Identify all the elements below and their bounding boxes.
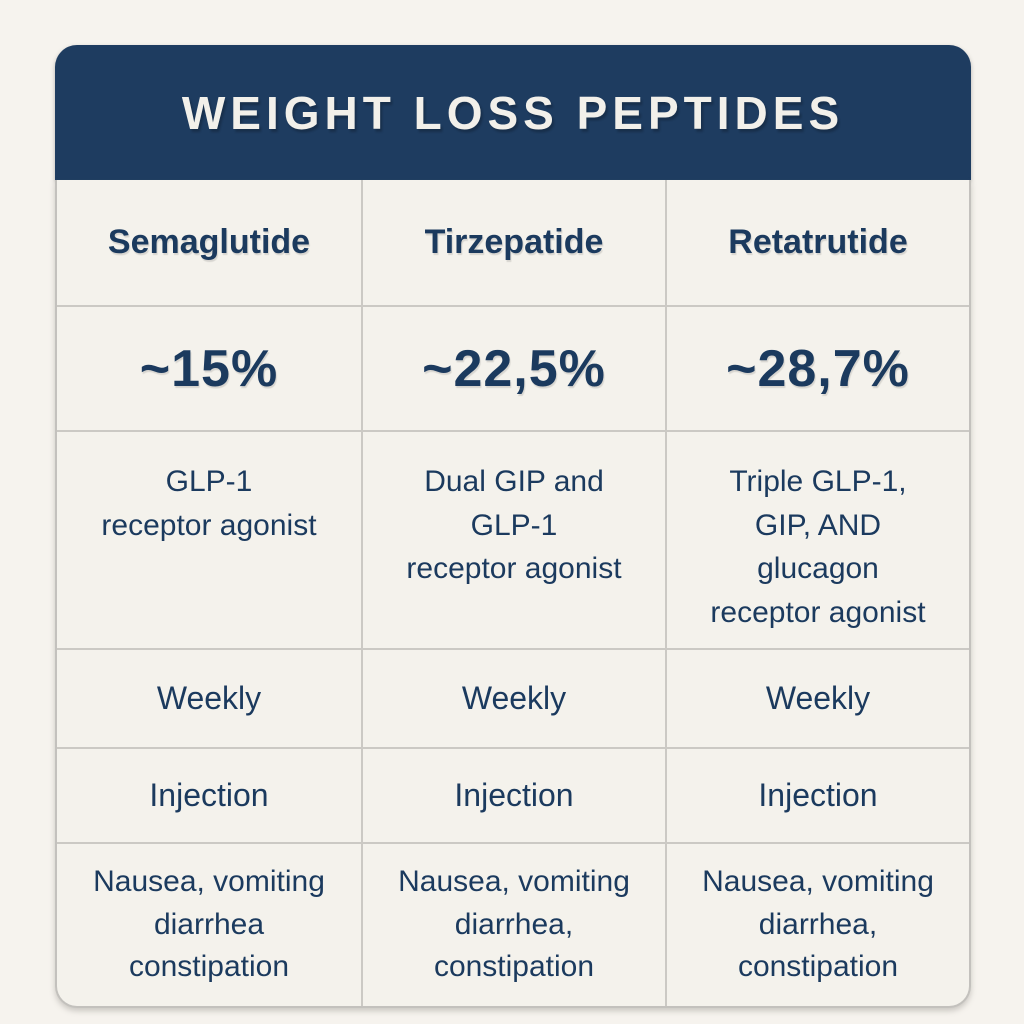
- frequency-cell: Weekly: [665, 648, 969, 747]
- drug-name-cell: Tirzepatide: [361, 180, 665, 305]
- side-effects-cell: Nausea, vomiting diarrhea, constipation: [665, 842, 969, 1006]
- side-effects-cell: Nausea, vomiting diarrhea, constipation: [361, 842, 665, 1006]
- mechanism-cell: Dual GIP and GLP-1 receptor agonist: [361, 430, 665, 648]
- mechanism-cell: GLP-1 receptor agonist: [57, 430, 361, 648]
- frequency-cell: Weekly: [57, 648, 361, 747]
- title-banner: WEIGHT LOSS PEPTIDES: [55, 45, 971, 180]
- page-title: WEIGHT LOSS PEPTIDES: [181, 86, 845, 139]
- route-cell: Injection: [361, 747, 665, 842]
- weight-loss-cell: ~22,5%: [361, 305, 665, 430]
- drug-name-cell: Retatrutide: [665, 180, 969, 305]
- frequency-cell: Weekly: [361, 648, 665, 747]
- side-effects-cell: Nausea, vomiting diarrhea constipation: [57, 842, 361, 1006]
- weight-loss-cell: ~15%: [57, 305, 361, 430]
- comparison-table-card: WEIGHT LOSS PEPTIDES Semaglutide Tirzepa…: [55, 45, 971, 1008]
- drug-name-cell: Semaglutide: [107, 223, 311, 261]
- route-cell: Injection: [665, 747, 969, 842]
- route-cell: Injection: [57, 747, 361, 842]
- mechanism-cell: Triple GLP-1, GIP, AND glucagon receptor…: [665, 430, 969, 648]
- comparison-table: Semaglutide Tirzepatide Retatrutide ~15%…: [55, 180, 971, 1008]
- weight-loss-cell: ~28,7%: [665, 305, 969, 430]
